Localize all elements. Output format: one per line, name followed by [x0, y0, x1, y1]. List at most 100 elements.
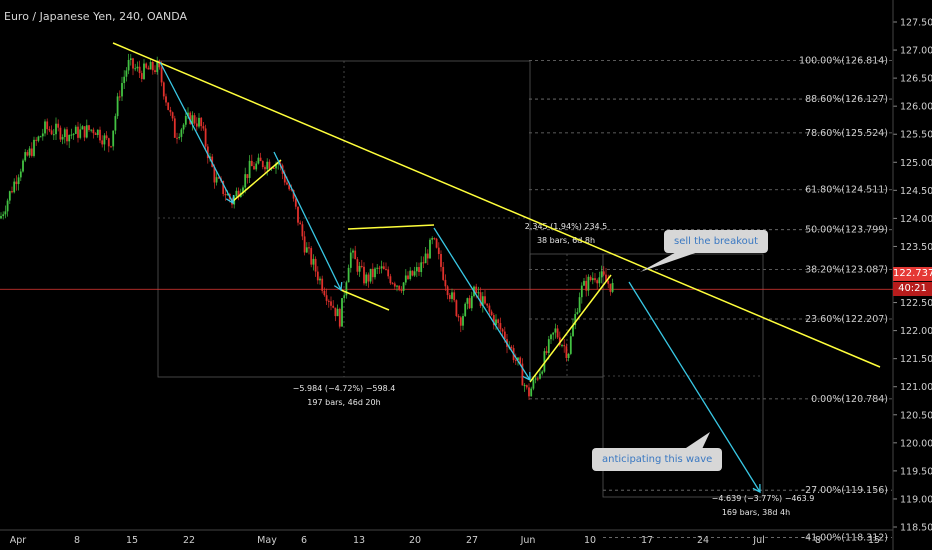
- fib-level-label: 23.60%(122.207): [805, 314, 888, 325]
- candle-body: [127, 59, 130, 71]
- candle-body: [26, 152, 29, 156]
- candle-body: [495, 319, 497, 326]
- candle-body: [259, 157, 262, 162]
- candle-body: [8, 191, 11, 201]
- candle-body: [343, 295, 346, 299]
- candle-body: [147, 67, 150, 70]
- wave-arrow-3: [433, 227, 531, 381]
- candle-body: [116, 96, 119, 117]
- candle-body: [424, 253, 427, 264]
- candle-body: [611, 282, 614, 292]
- candle-body: [602, 271, 605, 275]
- candle-body: [224, 193, 227, 196]
- candle-body: [292, 190, 295, 199]
- candle-body: [132, 58, 134, 69]
- candle-body: [314, 258, 317, 272]
- candle-body: [202, 126, 205, 129]
- candle-body: [66, 129, 68, 142]
- candle-body: [244, 174, 247, 188]
- candle-body: [477, 292, 480, 294]
- candle-body: [50, 130, 53, 135]
- candle-body: [446, 286, 449, 296]
- candle-body: [484, 296, 486, 304]
- candle-body: [396, 285, 398, 287]
- candle-body: [541, 371, 544, 374]
- time-axis-label: 10: [584, 535, 596, 546]
- candle-body: [598, 277, 601, 284]
- candle-body: [338, 308, 341, 327]
- candle-body: [433, 238, 436, 240]
- candle-body: [310, 248, 313, 265]
- candle-body: [360, 265, 363, 267]
- candle-body: [112, 130, 115, 147]
- candle-body: [30, 148, 33, 156]
- candle-body: [567, 353, 570, 359]
- candle-body: [563, 345, 566, 347]
- candle-body: [11, 191, 13, 193]
- last-price-tag: 122.737: [893, 267, 932, 281]
- price-axis-label: 123.500: [900, 242, 932, 253]
- candle-body: [110, 146, 112, 148]
- candle-body: [565, 346, 568, 359]
- candle-body: [547, 339, 550, 353]
- candle-body: [587, 276, 590, 291]
- price-axis-label: 127.500: [900, 18, 932, 29]
- candle-body: [246, 174, 249, 178]
- candle-body: [490, 311, 493, 316]
- candle-body: [470, 296, 473, 309]
- candle-body: [521, 363, 524, 386]
- candle-body: [591, 278, 594, 281]
- candle-body: [39, 136, 42, 138]
- candle-body: [354, 250, 357, 260]
- measure-3-line1: −4.639 (−3.77%) −463.9: [712, 494, 815, 503]
- candle-body: [103, 135, 106, 145]
- sell-callout-pointer: [640, 250, 704, 272]
- price-axis-label: 121.000: [900, 382, 932, 393]
- candle-body: [79, 129, 82, 138]
- candle-body: [237, 190, 240, 198]
- candle-body: [272, 167, 275, 169]
- fib-level-label: 78.60%(125.524): [805, 128, 888, 139]
- measure-1-line2: 197 bars, 46d 20h: [307, 398, 380, 407]
- candle-body: [178, 136, 181, 138]
- candle-body: [510, 346, 513, 349]
- candle-body: [492, 315, 495, 326]
- measure-3-line2: 169 bars, 38d 4h: [722, 508, 790, 517]
- candle-body: [583, 280, 585, 286]
- chart-title: Euro / Japanese Yen, 240, OANDA: [4, 10, 188, 23]
- candle-body: [275, 163, 277, 169]
- candle-body: [305, 247, 308, 253]
- price-axis-label: 122.500: [900, 298, 932, 309]
- candle-body: [426, 253, 429, 259]
- candle-body: [286, 182, 288, 185]
- time-axis-label: 17: [641, 535, 653, 546]
- time-axis-label: 15: [126, 535, 138, 546]
- wave-arrowhead-3: [522, 371, 531, 382]
- wave-arrowhead-1: [225, 194, 235, 205]
- candle-body: [59, 127, 62, 140]
- candle-body: [0, 216, 2, 219]
- candle-body: [550, 334, 552, 340]
- candle-body: [356, 259, 359, 272]
- candle-body: [63, 129, 66, 138]
- candle-body: [101, 140, 104, 145]
- candle-body: [206, 146, 209, 159]
- wave-arrowhead-4: [752, 483, 761, 494]
- candle-body: [250, 160, 253, 167]
- sell-callout: sell the breakout: [664, 230, 769, 253]
- candle-body: [393, 283, 396, 287]
- price-axis-label: 120.000: [900, 438, 932, 449]
- candle-body: [61, 137, 64, 140]
- candle-body: [475, 286, 478, 293]
- candle-body: [198, 117, 200, 127]
- price-axis-label: 125.000: [900, 158, 932, 169]
- candle-body: [457, 315, 460, 318]
- candle-body: [2, 214, 5, 217]
- candle-body: [539, 373, 541, 379]
- candle-body: [180, 129, 183, 137]
- candle-body: [600, 271, 603, 278]
- candle-body: [184, 116, 187, 125]
- time-axis-label: 6: [301, 535, 307, 546]
- time-axis-label: 15: [868, 535, 880, 546]
- candle-body: [235, 190, 238, 197]
